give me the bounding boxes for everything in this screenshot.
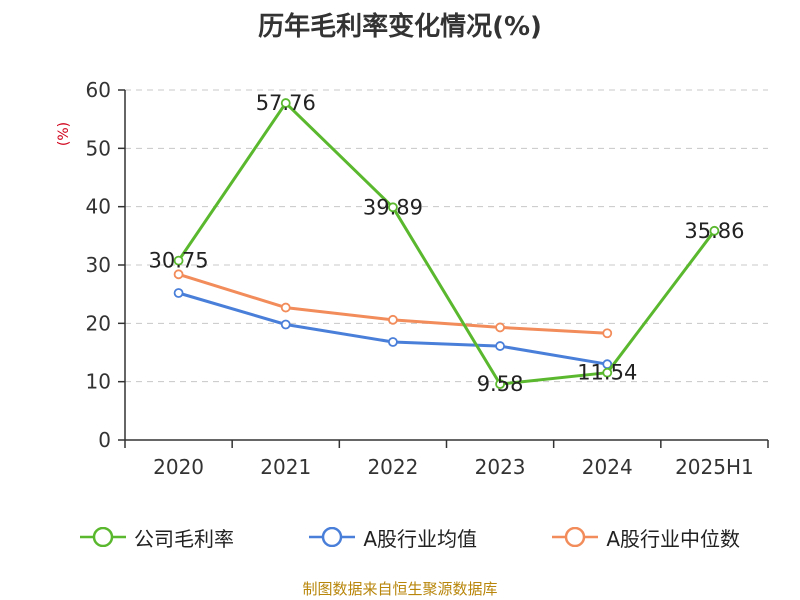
data-point: [280, 98, 291, 108]
x-tick-label: 2020: [153, 455, 204, 479]
y-tick-label: 40: [86, 195, 111, 219]
x-tick-label: 2022: [367, 455, 418, 479]
data-point: [709, 225, 720, 236]
data-point: [495, 322, 505, 333]
data-source-note: 制图数据来自恒生聚源数据库: [302, 580, 498, 598]
legend-line-marker-icon: [552, 527, 599, 547]
legend-circle: [565, 527, 586, 547]
chart-title: 历年毛利率变化情况(%): [258, 12, 542, 42]
legend-item-industry-median[interactable]: A股行业中位数: [552, 523, 740, 552]
data-label: 30.75: [149, 249, 209, 273]
y-tick-label: 50: [86, 136, 111, 160]
x-tick-label: 2024: [582, 455, 633, 479]
data-point: [388, 202, 398, 213]
data-point: [280, 319, 291, 330]
x-tick-label: 2021: [260, 455, 311, 479]
legend-item-company[interactable]: 公司毛利率: [80, 523, 234, 552]
legend: 公司毛利率 A股行业均值 A股行业中位数: [80, 520, 740, 554]
data-point: [173, 255, 184, 266]
legend-label: A股行业均值: [363, 526, 477, 551]
data-label: 57.76: [256, 91, 316, 115]
y-tick-label: 10: [86, 370, 111, 394]
data-point: [495, 341, 505, 351]
x-tick-label: 2023: [475, 455, 526, 479]
legend-circle: [322, 527, 343, 547]
legend-line-marker-icon: [309, 527, 356, 547]
y-tick-label: 60: [86, 78, 111, 102]
y-tick-label: 20: [86, 311, 111, 335]
legend-label: 公司毛利率: [134, 526, 234, 551]
data-label: 39.89: [363, 195, 423, 219]
data-point: [495, 379, 505, 390]
data-point: [388, 314, 398, 325]
y-tick-label: 30: [86, 253, 111, 277]
legend-line-marker-icon: [80, 527, 126, 547]
data-point: [388, 337, 398, 347]
data-point: [602, 328, 613, 339]
data-point: [280, 302, 291, 313]
legend-circle: [92, 527, 114, 547]
data-label: 35.86: [684, 219, 744, 243]
data-point: [173, 288, 184, 298]
x-tick-label: 2025H1: [675, 455, 754, 479]
y-tick-label: 0: [98, 428, 111, 452]
legend-item-industry-mean[interactable]: A股行业均值: [309, 523, 477, 552]
data-point: [602, 367, 613, 378]
series-line: [177, 101, 716, 386]
data-label: 9.58: [477, 372, 524, 396]
data-label: 11.54: [577, 361, 637, 385]
data-point: [173, 269, 184, 280]
legend-label: A股行业中位数: [606, 526, 740, 551]
